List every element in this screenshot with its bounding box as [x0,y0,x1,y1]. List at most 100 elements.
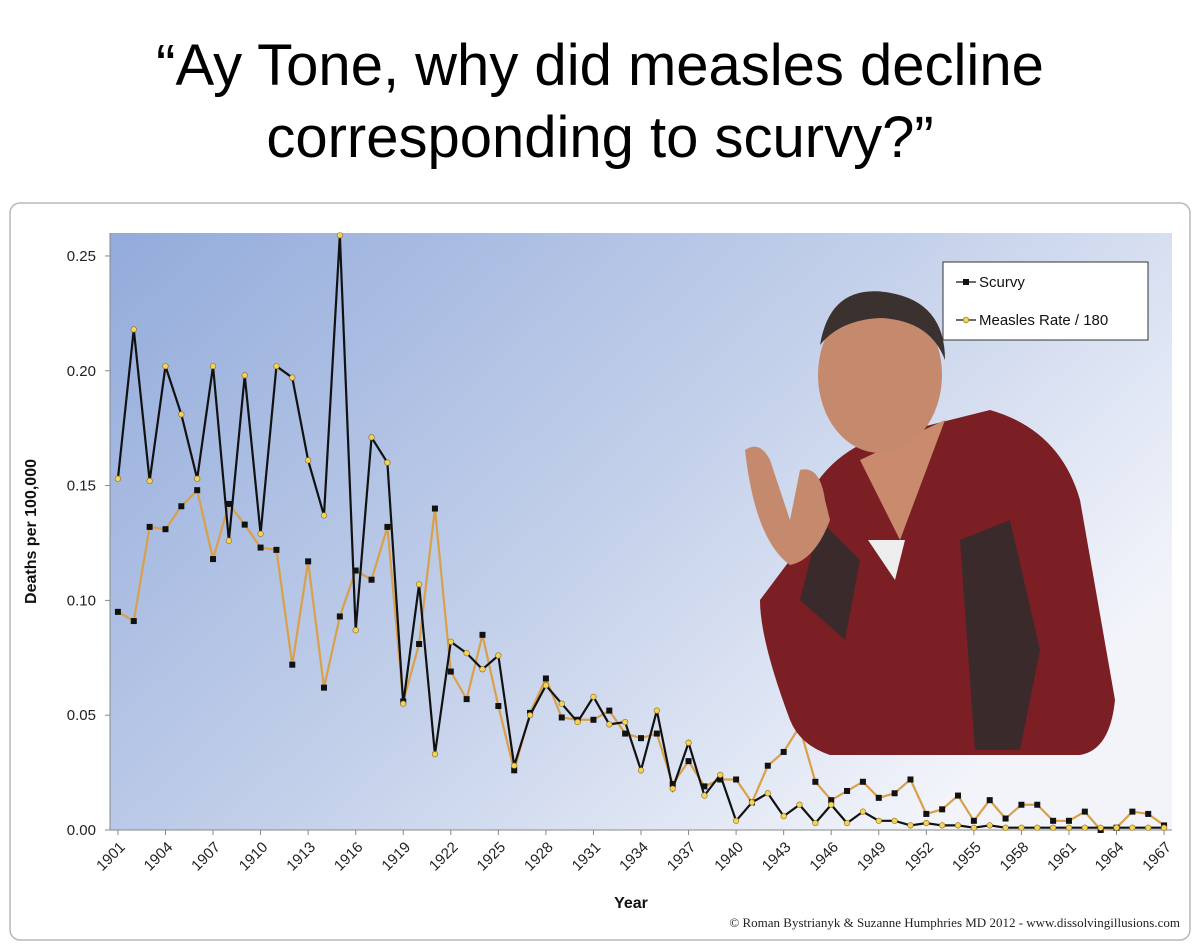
marker [447,638,454,645]
marker [479,666,486,673]
marker [796,801,803,808]
marker [1145,824,1152,831]
marker [336,232,343,239]
marker [241,372,248,379]
marker [1034,824,1041,831]
marker [1018,801,1025,808]
marker [558,714,565,721]
marker [558,700,565,707]
marker [780,748,787,755]
marker [495,652,502,659]
marker [415,581,423,588]
marker [970,817,977,824]
photo-figure [745,291,1115,755]
marker [384,459,391,466]
marker [1160,824,1168,831]
marker [1081,824,1088,831]
marker [701,792,708,799]
y-tick-label: 0.05 [67,707,96,724]
marker [289,661,296,668]
marker [637,767,645,774]
marker [114,608,121,615]
marker [194,475,201,482]
marker [1002,824,1009,831]
marker [891,817,898,824]
marker [606,707,613,714]
marker [764,762,771,769]
legend-marker [963,279,969,285]
marker [368,434,375,441]
marker [352,627,359,634]
marker [225,537,232,544]
marker [1097,824,1104,831]
legend: Scurvy Measles Rate / 180 [942,261,1149,341]
marker [875,794,882,801]
marker [305,457,312,464]
legend-label: Measles Rate / 180 [979,312,1108,329]
y-tick-label: 0.25 [67,248,96,265]
marker [622,730,629,737]
marker [733,776,740,783]
marker [257,544,264,551]
marker [844,787,851,794]
marker [194,487,201,494]
marker [923,820,930,827]
marker [780,813,787,820]
legend-label: Scurvy [979,274,1025,291]
marker [1065,824,1073,831]
marker [130,326,137,333]
marker [955,792,962,799]
marker [1002,815,1009,822]
marker [986,822,993,829]
marker [764,790,771,797]
marker [954,822,962,829]
marker [162,363,169,370]
marker [305,558,312,565]
marker [463,696,470,703]
marker [162,526,169,533]
marker [273,546,280,553]
marker [526,712,534,719]
y-tick-label: 0.20 [67,363,96,380]
chart-title: “Ay Tone, why did measles decline corres… [156,33,1044,170]
marker [416,641,423,648]
marker [574,718,581,726]
legend-marker [962,316,970,324]
credit: © Roman Bystrianyk & Suzanne Humphries M… [729,915,1180,930]
marker [1050,824,1057,831]
marker [352,567,359,574]
marker [178,411,185,418]
marker [384,523,391,530]
marker [289,374,296,381]
marker [320,512,328,519]
marker [336,613,343,620]
marker [970,824,977,831]
marker [843,820,851,827]
marker [114,475,122,482]
marker [1113,824,1120,831]
marker [1018,824,1025,831]
marker [542,682,549,689]
marker [130,618,137,625]
marker [1129,824,1136,831]
marker [812,778,819,785]
marker [431,751,439,758]
marker [479,631,486,638]
marker [828,801,835,808]
marker [1065,817,1072,824]
marker [859,808,867,815]
marker [622,718,629,726]
marker [939,822,946,829]
marker [463,650,470,657]
marker [986,797,993,804]
marker [1081,808,1088,815]
marker [1050,817,1057,824]
marker [146,523,153,530]
marker [1034,801,1041,808]
series [114,232,1168,831]
marker [320,684,327,691]
marker [400,700,407,707]
marker [1145,810,1152,817]
marker [717,776,724,783]
legend-box [942,261,1149,341]
